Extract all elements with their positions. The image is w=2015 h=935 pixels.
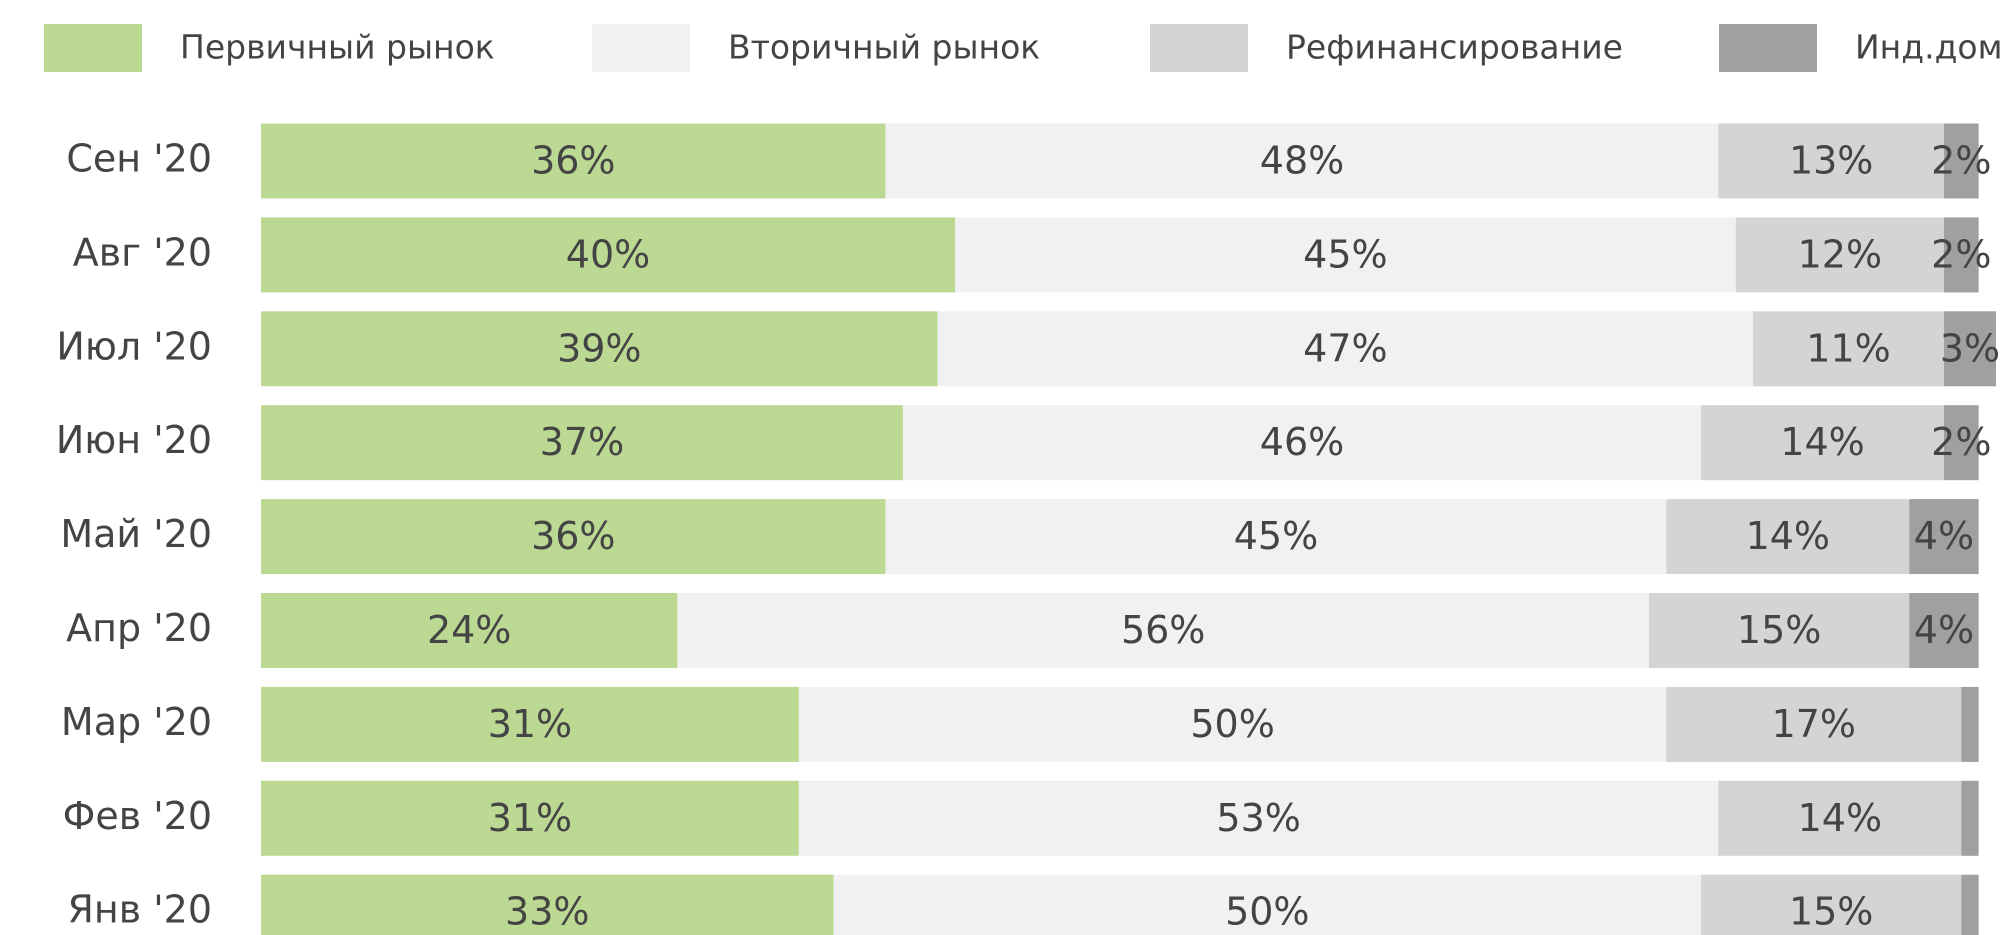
value-label: 31% [488,796,572,840]
bar-segment [1943,123,1979,199]
legend-label: Инд.дом [1855,28,2002,67]
value-label: 53% [1216,796,1300,840]
category-label: Апр '20 [66,606,212,650]
value-label: 2% [1931,420,1991,464]
value-label: 2% [1931,139,1991,183]
value-label: 14% [1798,796,1882,840]
bar-segment [1649,593,1910,668]
category-label: Сен '20 [66,137,212,181]
bar-segment [833,874,1702,935]
legend-swatch [1719,24,1817,72]
legend-swatch [592,24,690,72]
value-label: 4% [1914,608,1974,652]
value-label: 12% [1798,232,1882,276]
legend-label: Первичный рынок [180,28,495,67]
bar-segment [1909,499,1979,575]
bar-segment [1961,780,1979,856]
value-label: 4% [1914,514,1974,558]
value-label: 50% [1190,702,1274,746]
category-label: Фев '20 [63,794,212,838]
category-label: Май '20 [60,512,212,556]
bar-segment [798,780,1719,856]
value-label: 48% [1260,139,1344,183]
bar-segment [798,686,1667,762]
bar-segment [937,311,1754,387]
bar-segment [261,311,938,387]
bar-segment [677,593,1649,668]
bar-segment [261,780,799,856]
value-label: 14% [1780,420,1864,464]
value-label: 50% [1225,890,1309,934]
value-label: 3% [1940,326,2000,370]
bar-segment [1718,123,1944,199]
value-label: 46% [1260,420,1344,464]
bar-segment [885,123,1719,199]
legend-label: Вторичный рынок [728,28,1040,67]
bar-segment [261,123,886,199]
value-label: 45% [1234,514,1318,558]
bar-segment [1718,780,1962,856]
value-label: 2% [1931,232,1991,276]
value-label: 33% [505,890,589,934]
value-label: 36% [531,514,615,558]
bar-segment [1666,499,1910,575]
bar-segment [1666,686,1962,762]
bar-segment [1943,217,1979,293]
bar-segment [261,217,955,293]
category-label: Янв '20 [67,888,212,932]
value-label: 13% [1789,139,1873,183]
value-label: 11% [1806,326,1890,370]
bar-segment [1961,874,1979,935]
category-label: Авг '20 [73,230,212,274]
legend-label: Рефинансирование [1286,28,1623,67]
category-label: Июн '20 [56,418,212,462]
bar-segment [1735,217,1944,293]
value-label: 45% [1303,232,1387,276]
value-label: 17% [1772,702,1856,746]
bar-segment [261,499,886,575]
bar-segment [902,405,1702,481]
bar-segment [261,593,678,668]
bar-segment [261,686,799,762]
value-label: 14% [1746,514,1830,558]
value-label: 47% [1303,326,1387,370]
legend-swatch [1150,24,1248,72]
bar-segment [1943,405,1979,481]
value-label: 31% [488,702,572,746]
bar-segment [1701,874,1962,935]
bar-segment [1701,405,1944,481]
bar-segment [261,874,834,935]
bar-segment [885,499,1667,575]
value-label: 40% [566,232,650,276]
category-label: Мар '20 [61,700,212,744]
value-label: 56% [1121,608,1205,652]
legend-swatch [44,24,142,72]
value-label: 37% [540,420,624,464]
category-label: Июл '20 [56,324,212,368]
bar-segment [1943,311,1996,387]
value-label: 36% [531,139,615,183]
value-label: 15% [1789,890,1873,934]
bar-segment [1753,311,1944,387]
bar-segment [955,217,1736,293]
bar-segment [261,405,903,481]
bar-segment [1961,686,1979,762]
bar-segment [1909,593,1979,668]
value-label: 15% [1737,608,1821,652]
value-label: 39% [557,326,641,370]
value-label: 24% [427,608,511,652]
